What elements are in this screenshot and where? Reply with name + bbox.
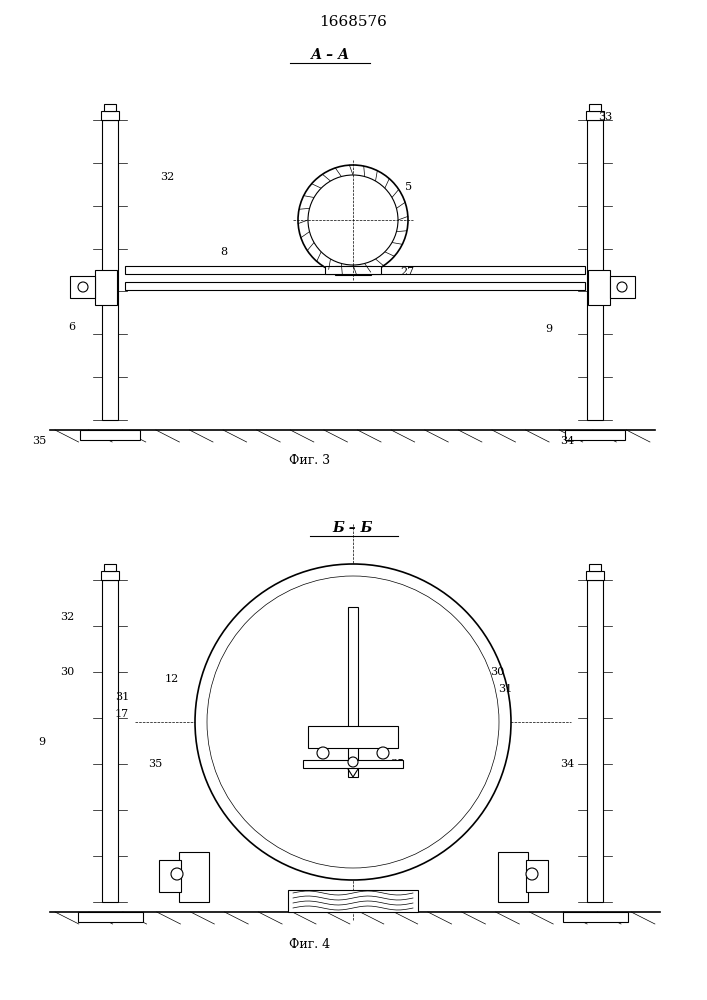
Circle shape bbox=[78, 282, 88, 292]
Circle shape bbox=[298, 165, 408, 275]
Text: А – А: А – А bbox=[310, 48, 350, 62]
Text: 31: 31 bbox=[498, 684, 513, 694]
Bar bbox=[179, 852, 209, 902]
Text: 5: 5 bbox=[405, 182, 412, 192]
Text: 35: 35 bbox=[148, 759, 162, 769]
Bar bbox=[526, 860, 548, 892]
Bar bbox=[105, 564, 116, 571]
Bar bbox=[586, 111, 604, 120]
Text: 34: 34 bbox=[560, 436, 574, 446]
Text: Фиг. 4: Фиг. 4 bbox=[289, 938, 331, 951]
Circle shape bbox=[195, 564, 511, 880]
Bar bbox=[587, 120, 603, 420]
Bar bbox=[590, 564, 601, 571]
Bar bbox=[586, 571, 604, 580]
Circle shape bbox=[377, 747, 389, 759]
Bar bbox=[80, 430, 140, 440]
Text: 31: 31 bbox=[115, 692, 129, 702]
Bar bbox=[303, 760, 403, 768]
Bar bbox=[105, 104, 116, 111]
Bar bbox=[101, 571, 119, 580]
Bar bbox=[587, 580, 603, 902]
Bar bbox=[498, 852, 528, 902]
Bar bbox=[159, 860, 181, 892]
Text: 6: 6 bbox=[68, 322, 75, 332]
Circle shape bbox=[308, 175, 398, 265]
Circle shape bbox=[317, 747, 329, 759]
Text: Фиг. 3: Фиг. 3 bbox=[289, 454, 331, 467]
Bar bbox=[102, 120, 118, 420]
Bar bbox=[125, 282, 585, 290]
Bar bbox=[308, 726, 398, 748]
Text: 8: 8 bbox=[220, 247, 227, 257]
Text: 34: 34 bbox=[560, 759, 574, 769]
Text: 12: 12 bbox=[165, 674, 180, 684]
Text: 30: 30 bbox=[60, 667, 74, 677]
Circle shape bbox=[617, 282, 627, 292]
Text: 1668576: 1668576 bbox=[319, 15, 387, 29]
Bar bbox=[348, 607, 358, 777]
Bar bbox=[563, 912, 628, 922]
Bar bbox=[590, 104, 601, 111]
Text: 35: 35 bbox=[390, 759, 404, 769]
Bar bbox=[78, 912, 143, 922]
Text: 9: 9 bbox=[545, 324, 552, 334]
Text: 30: 30 bbox=[490, 667, 504, 677]
Bar bbox=[102, 580, 118, 902]
Bar bbox=[565, 430, 625, 440]
Bar bbox=[610, 276, 635, 298]
Bar bbox=[588, 270, 610, 305]
Circle shape bbox=[526, 868, 538, 880]
Text: 27: 27 bbox=[400, 267, 414, 277]
Circle shape bbox=[171, 868, 183, 880]
Text: 17: 17 bbox=[115, 709, 129, 719]
Bar bbox=[288, 890, 418, 912]
Text: 32: 32 bbox=[160, 172, 174, 182]
Circle shape bbox=[348, 757, 358, 767]
Bar bbox=[101, 111, 119, 120]
Bar bbox=[335, 266, 371, 275]
Text: Б – Б: Б – Б bbox=[333, 521, 373, 535]
Circle shape bbox=[207, 576, 499, 868]
Text: 33: 33 bbox=[598, 112, 612, 122]
Bar bbox=[125, 266, 585, 274]
Text: 32: 32 bbox=[60, 612, 74, 622]
Text: 9: 9 bbox=[38, 737, 45, 747]
Text: 35: 35 bbox=[32, 436, 46, 446]
Bar bbox=[70, 276, 95, 298]
Bar bbox=[325, 266, 381, 274]
Bar bbox=[95, 270, 117, 305]
